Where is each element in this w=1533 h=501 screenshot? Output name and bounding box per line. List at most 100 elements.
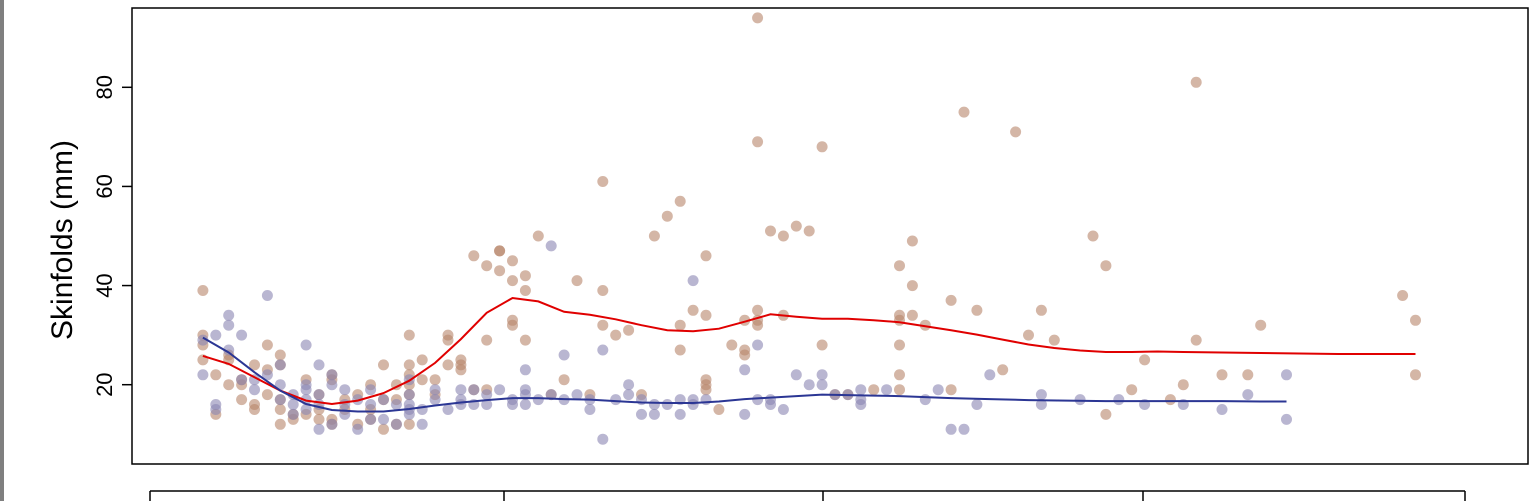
data-point (481, 335, 492, 346)
data-point (597, 345, 608, 356)
data-point (249, 384, 260, 395)
data-point (1410, 369, 1421, 380)
data-point (391, 419, 402, 430)
data-point (804, 379, 815, 390)
data-point (778, 231, 789, 242)
data-point (443, 404, 454, 415)
data-point (765, 226, 776, 237)
data-point (894, 340, 905, 351)
data-point (404, 419, 415, 430)
data-point (675, 409, 686, 420)
y-axis: 20 40 60 80 (92, 75, 132, 397)
y-axis-title: Skinfolds (mm) (46, 140, 79, 340)
data-point (752, 320, 763, 331)
x-axis (150, 491, 1465, 501)
data-point (365, 399, 376, 410)
data-point (494, 384, 505, 395)
data-point (971, 305, 982, 316)
data-point (326, 379, 337, 390)
data-point (959, 107, 970, 118)
data-point (907, 236, 918, 247)
data-point (610, 394, 621, 405)
data-point (662, 211, 673, 222)
data-point (507, 399, 518, 410)
data-point (946, 295, 957, 306)
data-point (971, 399, 982, 410)
data-point (507, 275, 518, 286)
data-point (1165, 394, 1176, 405)
data-point (675, 320, 686, 331)
data-point (223, 379, 234, 390)
data-point (455, 364, 466, 375)
data-point (572, 275, 583, 286)
data-point (817, 141, 828, 152)
data-point (1178, 379, 1189, 390)
data-point (520, 270, 531, 281)
data-point (468, 384, 479, 395)
data-point (494, 245, 505, 256)
data-point (688, 399, 699, 410)
data-point (1191, 335, 1202, 346)
data-point (326, 369, 337, 380)
data-point (520, 399, 531, 410)
data-point (430, 384, 441, 395)
data-point (262, 340, 273, 351)
data-point (791, 369, 802, 380)
data-point (920, 394, 931, 405)
data-point (1049, 335, 1060, 346)
data-point (275, 404, 286, 415)
data-point (352, 424, 363, 435)
data-point (365, 414, 376, 425)
data-point (378, 414, 389, 425)
data-point (275, 419, 286, 430)
data-point (507, 320, 518, 331)
y-tick-label: 20 (92, 372, 117, 396)
data-point (1397, 290, 1408, 301)
data-point (894, 315, 905, 326)
data-point (417, 404, 428, 415)
data-point (417, 374, 428, 385)
data-point (946, 424, 957, 435)
data-point (1281, 369, 1292, 380)
data-point (778, 404, 789, 415)
data-point (739, 350, 750, 361)
data-point (391, 399, 402, 410)
data-point (378, 394, 389, 405)
data-point (339, 399, 350, 410)
data-point (739, 364, 750, 375)
data-point (520, 335, 531, 346)
data-point (584, 404, 595, 415)
data-point (559, 374, 570, 385)
data-point (468, 250, 479, 261)
data-point (1191, 77, 1202, 88)
data-point (623, 379, 634, 390)
data-point (701, 384, 712, 395)
data-point (1255, 320, 1266, 331)
data-point (262, 290, 273, 301)
data-point (326, 419, 337, 430)
data-point (804, 226, 815, 237)
data-point (597, 320, 608, 331)
data-point (430, 394, 441, 405)
data-point (597, 176, 608, 187)
data-point (752, 136, 763, 147)
data-point (404, 389, 415, 400)
data-point (752, 394, 763, 405)
data-point (455, 384, 466, 395)
data-point (739, 409, 750, 420)
data-point (752, 340, 763, 351)
data-point (546, 240, 557, 251)
data-point (339, 384, 350, 395)
data-point (443, 359, 454, 370)
data-point (559, 350, 570, 361)
data-point (1036, 305, 1047, 316)
data-point (533, 231, 544, 242)
data-point (443, 335, 454, 346)
data-point (417, 419, 428, 430)
data-point (417, 354, 428, 365)
data-point (404, 409, 415, 420)
data-point (1113, 394, 1124, 405)
data-point (378, 359, 389, 370)
data-point (210, 404, 221, 415)
data-point (791, 221, 802, 232)
